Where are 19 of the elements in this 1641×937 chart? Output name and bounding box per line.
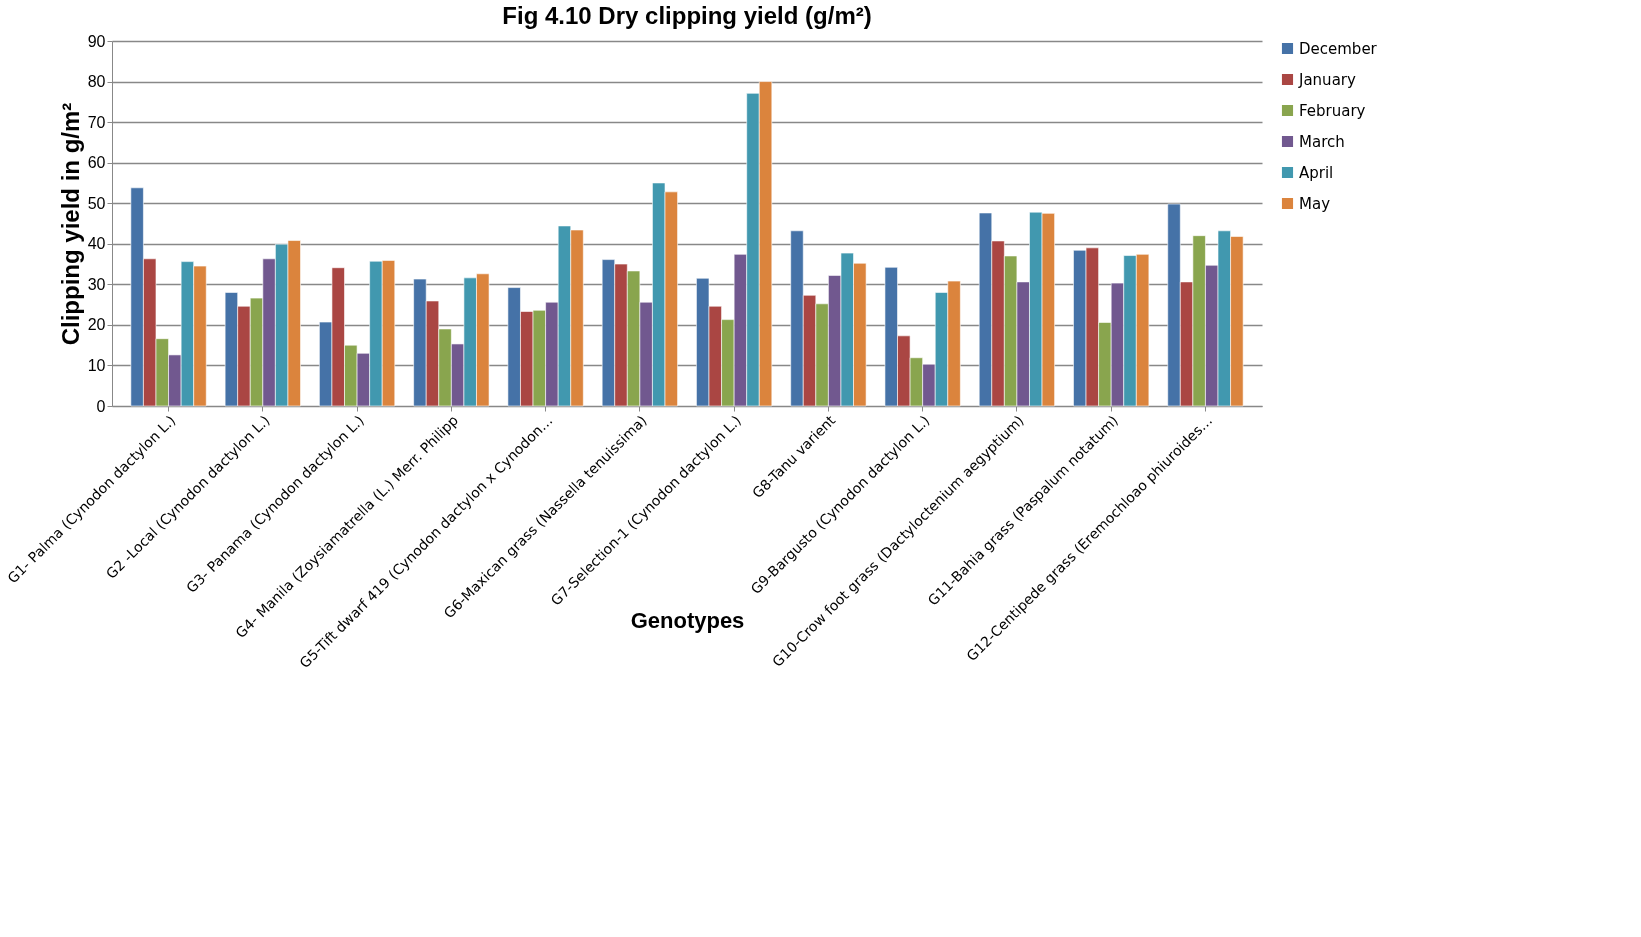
chart-title: Fig 4.10 Dry clipping yield (g/m²) — [502, 2, 872, 29]
y-tick-label: 0 — [96, 397, 106, 415]
y-tick-label: 80 — [87, 73, 106, 91]
legend-label: January — [1298, 70, 1356, 89]
y-tick-label: 30 — [87, 275, 106, 293]
y-axis-title: Clipping yield in g/m² — [56, 102, 84, 346]
legend-label: March — [1299, 132, 1345, 151]
y-tick-label: 70 — [87, 113, 106, 131]
legend-label: April — [1299, 163, 1334, 182]
y-tick-label: 50 — [87, 194, 106, 212]
x-axis-title: Genotypes — [630, 607, 745, 633]
legend-label: December — [1299, 39, 1378, 58]
y-tick-label: 40 — [87, 235, 106, 253]
y-tick-label: 60 — [87, 154, 106, 172]
y-tick-label: 20 — [87, 316, 106, 334]
y-tick-label: 10 — [87, 356, 106, 374]
legend-label: February — [1299, 101, 1366, 120]
legend-label: May — [1299, 194, 1331, 213]
y-tick-label: 90 — [87, 32, 106, 50]
